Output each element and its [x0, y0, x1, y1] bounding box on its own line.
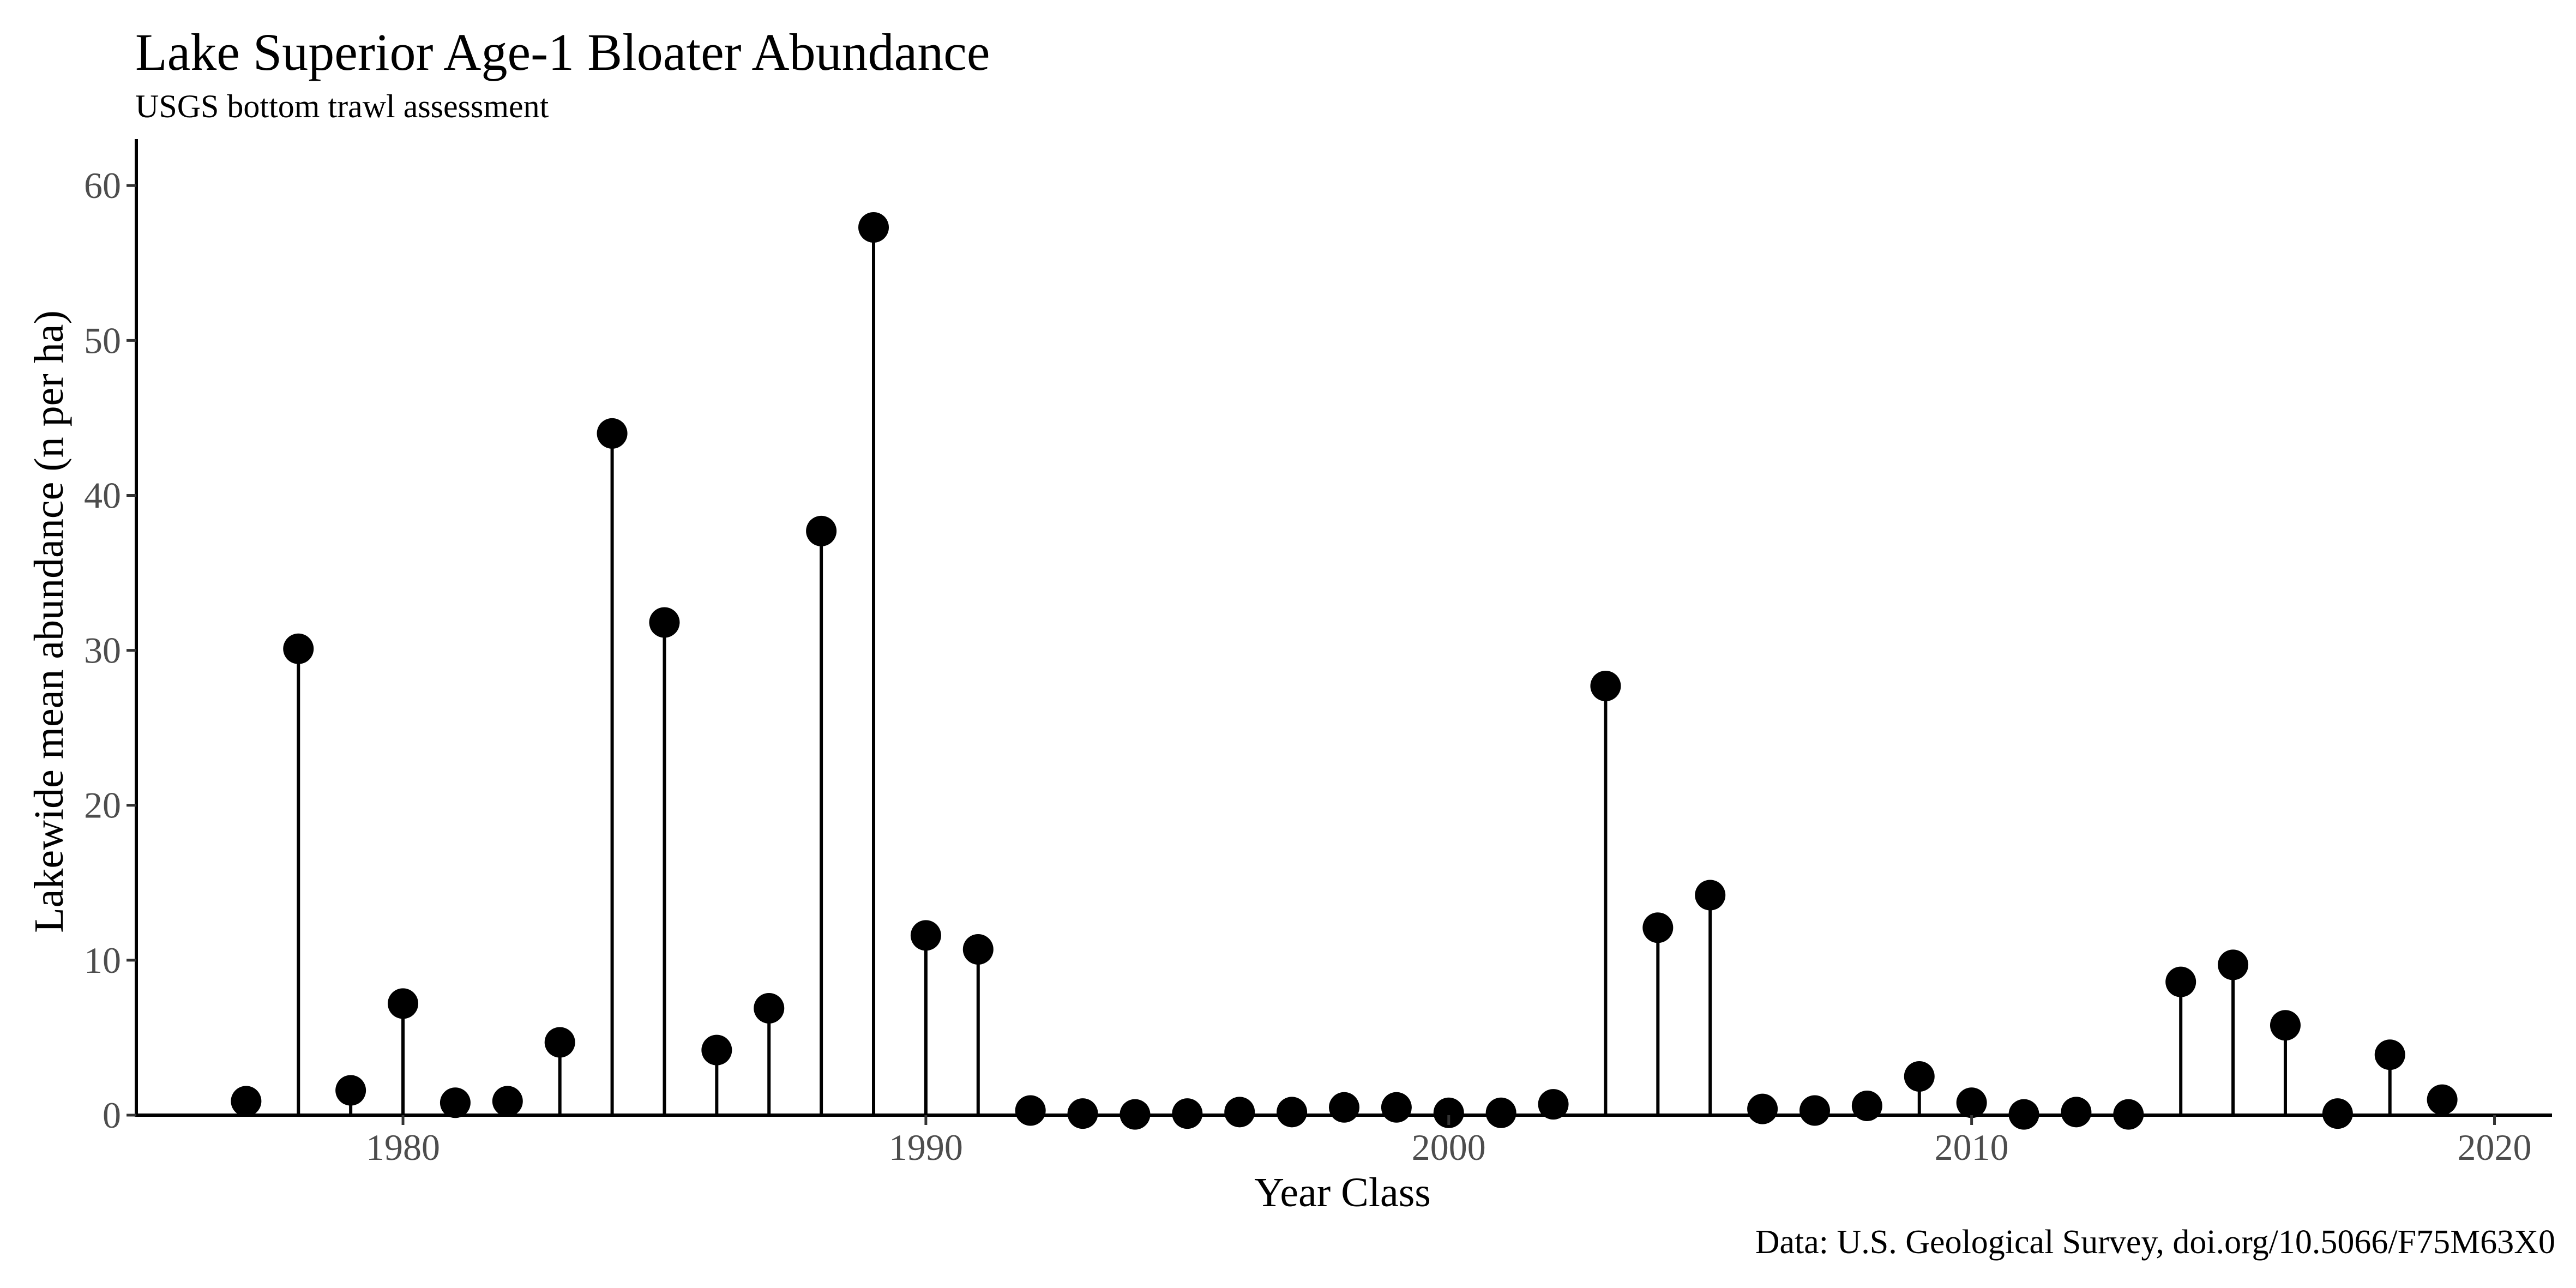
- point-1977: [231, 1086, 262, 1117]
- point-2003: [1590, 670, 1621, 701]
- point-1998: [1329, 1092, 1359, 1123]
- point-1997: [1277, 1097, 1308, 1128]
- point-1987: [754, 992, 785, 1024]
- y-tick-label-20: 20: [84, 785, 121, 826]
- y-tick-label-50: 50: [84, 320, 121, 361]
- x-tick-label-2020: 2020: [2458, 1127, 2532, 1168]
- point-2010: [1956, 1087, 1987, 1118]
- y-tick-label-10: 10: [84, 940, 121, 981]
- point-2008: [1851, 1090, 1882, 1121]
- point-2012: [2061, 1097, 2092, 1128]
- x-tick-label-2000: 2000: [1412, 1127, 1486, 1168]
- point-1999: [1381, 1092, 1412, 1123]
- point-1992: [1015, 1095, 1046, 1126]
- point-1986: [701, 1034, 732, 1066]
- point-1988: [806, 515, 837, 546]
- point-1981: [440, 1087, 471, 1118]
- x-tick-label-1980: 1980: [366, 1127, 440, 1168]
- point-2001: [1485, 1097, 1516, 1128]
- point-2016: [2270, 1010, 2301, 1041]
- point-2000: [1433, 1097, 1464, 1128]
- x-tick-label-2010: 2010: [1935, 1127, 2009, 1168]
- chart-caption: Data: U.S. Geological Survey, doi.org/10…: [1755, 1224, 2555, 1261]
- y-axis-title: Lakewide mean abundance (n per ha): [26, 310, 72, 933]
- point-2009: [1904, 1061, 1935, 1092]
- y-tick-label-0: 0: [103, 1094, 121, 1136]
- point-1984: [597, 418, 628, 449]
- point-1985: [649, 607, 680, 638]
- x-tick-label-1990: 1990: [889, 1127, 963, 1168]
- y-tick-label-60: 60: [84, 165, 121, 206]
- y-tick-label-30: 30: [84, 630, 121, 671]
- point-2015: [2218, 949, 2249, 980]
- point-1980: [388, 988, 419, 1019]
- point-2002: [1538, 1089, 1569, 1120]
- point-2005: [1695, 880, 1726, 911]
- point-2014: [2165, 966, 2196, 997]
- point-1982: [492, 1086, 523, 1117]
- point-1989: [858, 212, 889, 243]
- y-tick-label-40: 40: [84, 474, 121, 516]
- point-1991: [962, 934, 994, 965]
- point-1978: [283, 633, 314, 664]
- x-axis-title: Year Class: [1254, 1170, 1431, 1215]
- plot-area: 0 10 20 30 40 50 60 1980 1990 2000 2010 2020: [84, 139, 2552, 1168]
- point-1983: [544, 1027, 575, 1058]
- point-2018: [2374, 1039, 2405, 1070]
- point-2006: [1747, 1093, 1778, 1124]
- point-2019: [2427, 1084, 2458, 1115]
- point-2007: [1799, 1095, 1830, 1126]
- point-2004: [1642, 912, 1674, 943]
- chart-title: Lake Superior Age-1 Bloater Abundance: [135, 23, 990, 81]
- point-1990: [910, 920, 941, 951]
- point-1979: [335, 1075, 366, 1106]
- chart-subtitle: USGS bottom trawl assessment: [135, 88, 549, 124]
- point-1996: [1224, 1097, 1255, 1128]
